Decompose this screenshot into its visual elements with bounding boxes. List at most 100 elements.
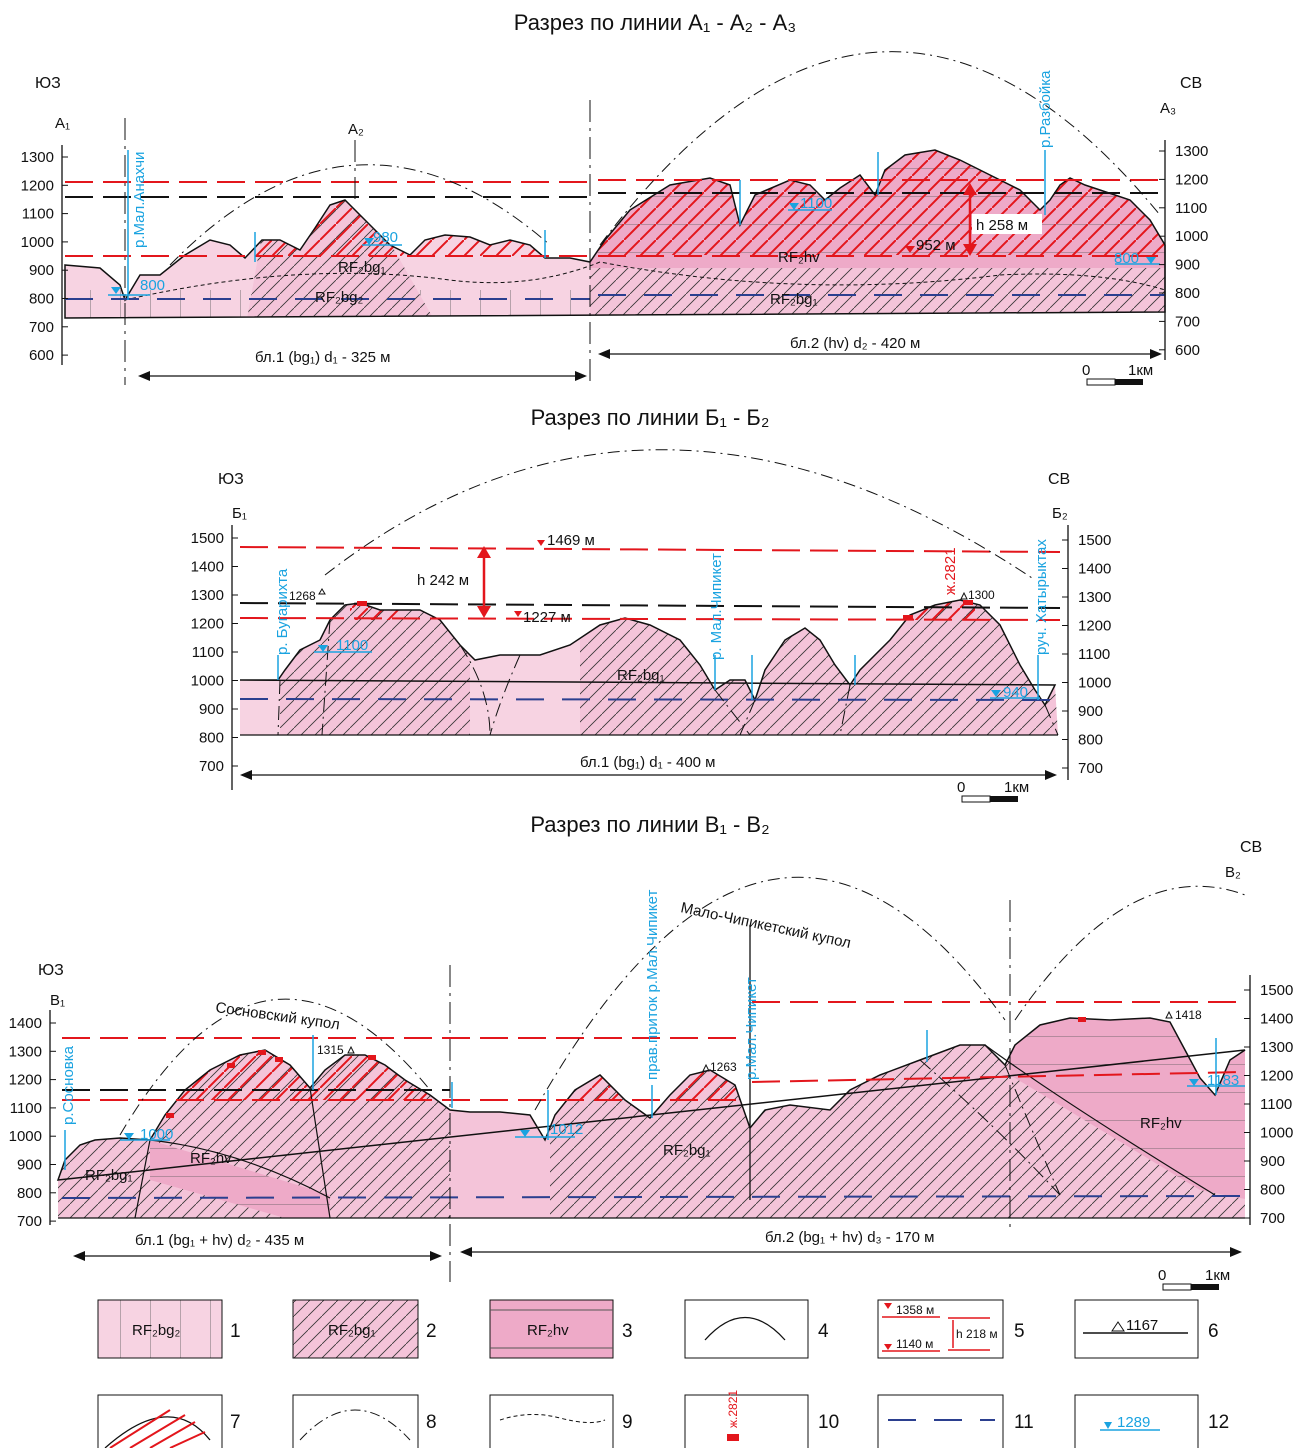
direction: СВ (1048, 471, 1070, 488)
legend-text: 1140 м (896, 1337, 933, 1351)
direction: ЮЗ (38, 962, 64, 979)
amplitude: h 258 м (976, 217, 1028, 234)
scale-label: 1км (1004, 779, 1029, 796)
tick-label: 700 (199, 758, 224, 775)
point-label: А₃ (1160, 100, 1176, 117)
shape (460, 1247, 472, 1257)
shape (325, 450, 1035, 580)
tick-label: 800 (1078, 732, 1103, 749)
formation-label: RF₂hv (190, 1150, 232, 1167)
shape (590, 268, 1170, 328)
block-label: бл.2 (bg₁ + hv) d₃ - 170 м (765, 1229, 934, 1246)
formation-label: RF₂bg₁ (770, 291, 818, 308)
direction: ЮЗ (218, 471, 244, 488)
section-b: Разрез по линии Б₁ - Б₂ ЮЗ СВ Б₁ Б₂ р. Б… (218, 405, 1070, 802)
legend-text: 1358 м (896, 1303, 934, 1317)
section-title: Разрез по линии Б₁ - Б₂ (531, 405, 770, 430)
shape (598, 349, 610, 359)
formation-label: RF₂bg₁ (663, 1142, 711, 1159)
shape (590, 140, 1170, 255)
dome-label: Мало-Чипикетский купол (679, 899, 852, 952)
legend-number: 3 (622, 1321, 633, 1342)
shape (138, 371, 150, 381)
shape (275, 1057, 283, 1062)
point-label: В₁ (50, 992, 65, 1009)
shape (1191, 1284, 1219, 1290)
river-label: р.Сосновка (60, 1045, 77, 1125)
summit-mark: 1418 (1175, 1008, 1202, 1022)
tick-label: 1500 (1078, 532, 1111, 549)
scale-label: 1км (1205, 1267, 1230, 1284)
shape (1045, 770, 1057, 780)
formation-label: RF₂hv (778, 249, 820, 266)
shape (1150, 349, 1162, 359)
shape (1087, 379, 1115, 385)
block-label: бл.1 (bg₁ + hv) d₂ - 435 м (135, 1232, 304, 1249)
tick-label: 1300 (1175, 143, 1208, 160)
block-label: бл.1 (bg₁) d₁ - 325 м (255, 349, 391, 366)
tick-label: 800 (17, 1185, 42, 1202)
shape (250, 190, 550, 256)
shape (490, 1395, 613, 1448)
summit-mark: 1300 (968, 588, 995, 602)
tick-label: 900 (17, 1157, 42, 1174)
tick-label: 900 (199, 701, 224, 718)
tick-label: 1100 (22, 206, 54, 223)
river-label: р. Мал.Чипикет (708, 553, 725, 660)
tick-label: 900 (1260, 1153, 1285, 1170)
tick-label: 800 (29, 291, 54, 308)
tick-label: 1300 (9, 1043, 42, 1060)
water-level: 1100 (336, 637, 368, 654)
river-label: р. Бугарихта (274, 568, 291, 655)
tick-label: 1200 (1260, 1068, 1293, 1085)
river-label: руч. Хатырыктах (1033, 539, 1050, 655)
summit-mark: 1315 (317, 1043, 344, 1057)
legend: RF₂bg₂ RF₂bg₁ RF₂hv 1358 м 1140 м h 218 … (98, 1300, 1229, 1448)
tick-label: 700 (1078, 760, 1103, 777)
tick-label: 700 (1175, 313, 1200, 330)
shape (990, 796, 1018, 802)
shape (685, 1395, 808, 1448)
tick-label: 1200 (1175, 171, 1208, 188)
section-c: Разрез по линии В₁ - В₂ ЮЗ СВ В₁ В₂ р.Со… (38, 812, 1262, 1290)
point-label: А₁ (55, 115, 70, 132)
point-label: Б₁ (232, 505, 247, 522)
legend-number: 12 (1208, 1412, 1229, 1433)
shape (73, 1251, 85, 1261)
river-label: р.Мал.Анахчи (131, 152, 148, 248)
shape (514, 611, 522, 617)
legend-text: ж.2821 (726, 1390, 740, 1428)
tick-label: 1200 (1078, 618, 1111, 635)
block-label: бл.1 (bg₁) d₁ - 400 м (580, 754, 716, 771)
water-level: 1100 (800, 195, 832, 212)
shape (319, 589, 325, 594)
dome-label: Сосновский купол (214, 999, 340, 1033)
formation-label: RF₂bg₁ (85, 1167, 133, 1184)
tick-label: 900 (1078, 703, 1103, 720)
direction: СВ (1180, 75, 1202, 92)
shape (1166, 1012, 1172, 1018)
tick-label: 1000 (1260, 1125, 1293, 1142)
shape (477, 606, 491, 618)
shape (727, 1434, 739, 1441)
tick-label: 1400 (191, 559, 224, 576)
shape (227, 1063, 235, 1068)
shape (73, 1247, 1242, 1261)
level-mark: 952 м (916, 237, 956, 254)
section-title: Разрез по линии А₁ - А₂ - А₃ (514, 10, 796, 35)
shape (293, 1395, 418, 1448)
legend-number: 7 (230, 1412, 241, 1433)
river-label: р.Мал.Чипикет (743, 977, 760, 1080)
shape (1115, 379, 1143, 385)
shape (98, 1395, 222, 1448)
legend-text: h 218 м (956, 1327, 998, 1341)
river-label: прав.приток р.Мал.Чипикет (644, 890, 661, 1080)
shape (348, 1047, 354, 1053)
water-level: 1000 (140, 1126, 173, 1143)
shape (368, 1055, 376, 1060)
tick-label: 1100 (192, 644, 224, 661)
tick-label: 1100 (10, 1100, 42, 1117)
legend-text: RF₂bg₁ (328, 1322, 376, 1339)
shape (357, 601, 367, 606)
tick-label: 800 (1175, 285, 1200, 302)
